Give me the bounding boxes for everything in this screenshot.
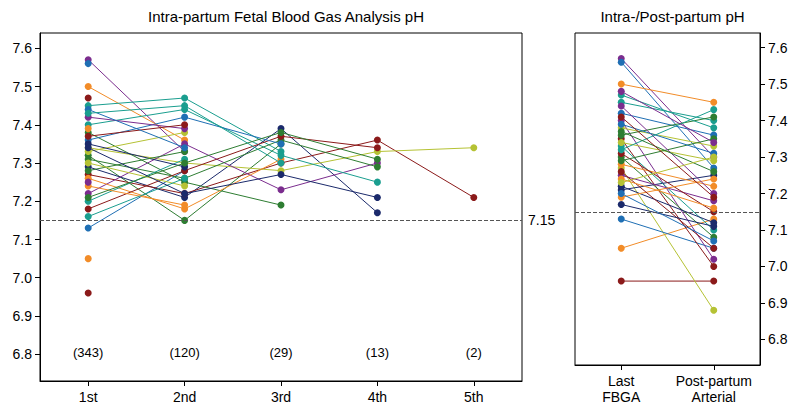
- svg-text:4th: 4th: [368, 389, 387, 405]
- svg-text:7.5: 7.5: [768, 76, 788, 92]
- svg-text:3rd: 3rd: [271, 389, 291, 405]
- svg-text:7.2: 7.2: [768, 186, 788, 202]
- svg-text:7.1: 7.1: [768, 222, 788, 238]
- svg-text:5th: 5th: [464, 389, 483, 405]
- svg-text:7.4: 7.4: [13, 117, 33, 133]
- svg-text:6.8: 6.8: [768, 331, 788, 347]
- svg-text:7.6: 7.6: [768, 40, 788, 56]
- svg-text:7.3: 7.3: [768, 149, 788, 165]
- svg-text:6.9: 6.9: [768, 295, 788, 311]
- svg-text:7.3: 7.3: [13, 155, 33, 171]
- svg-text:Last: Last: [608, 373, 635, 389]
- svg-text:Post-partum: Post-partum: [676, 373, 752, 389]
- svg-text:6.8: 6.8: [13, 346, 33, 362]
- svg-text:(343): (343): [73, 345, 103, 360]
- svg-text:7.4: 7.4: [768, 113, 788, 129]
- svg-text:7.0: 7.0: [768, 258, 788, 274]
- svg-text:7.6: 7.6: [13, 40, 33, 56]
- svg-text:(2): (2): [466, 345, 482, 360]
- svg-text:7.0: 7.0: [13, 270, 33, 286]
- svg-text:6.9: 6.9: [13, 308, 33, 324]
- svg-text:7.1: 7.1: [13, 232, 33, 248]
- svg-text:7.15: 7.15: [528, 212, 555, 228]
- svg-text:7.5: 7.5: [13, 79, 33, 95]
- svg-text:Intra-/Post-partum pH: Intra-/Post-partum pH: [600, 8, 744, 25]
- svg-text:7.2: 7.2: [13, 193, 33, 209]
- svg-text:1st: 1st: [79, 389, 98, 405]
- svg-text:(29): (29): [269, 345, 292, 360]
- svg-text:FBGA: FBGA: [602, 389, 641, 405]
- svg-text:Intra-partum Fetal Blood Gas A: Intra-partum Fetal Blood Gas Analysis pH: [148, 8, 424, 25]
- svg-text:(120): (120): [169, 345, 199, 360]
- svg-text:2nd: 2nd: [173, 389, 196, 405]
- svg-text:Arterial: Arterial: [692, 389, 736, 405]
- svg-text:(13): (13): [366, 345, 389, 360]
